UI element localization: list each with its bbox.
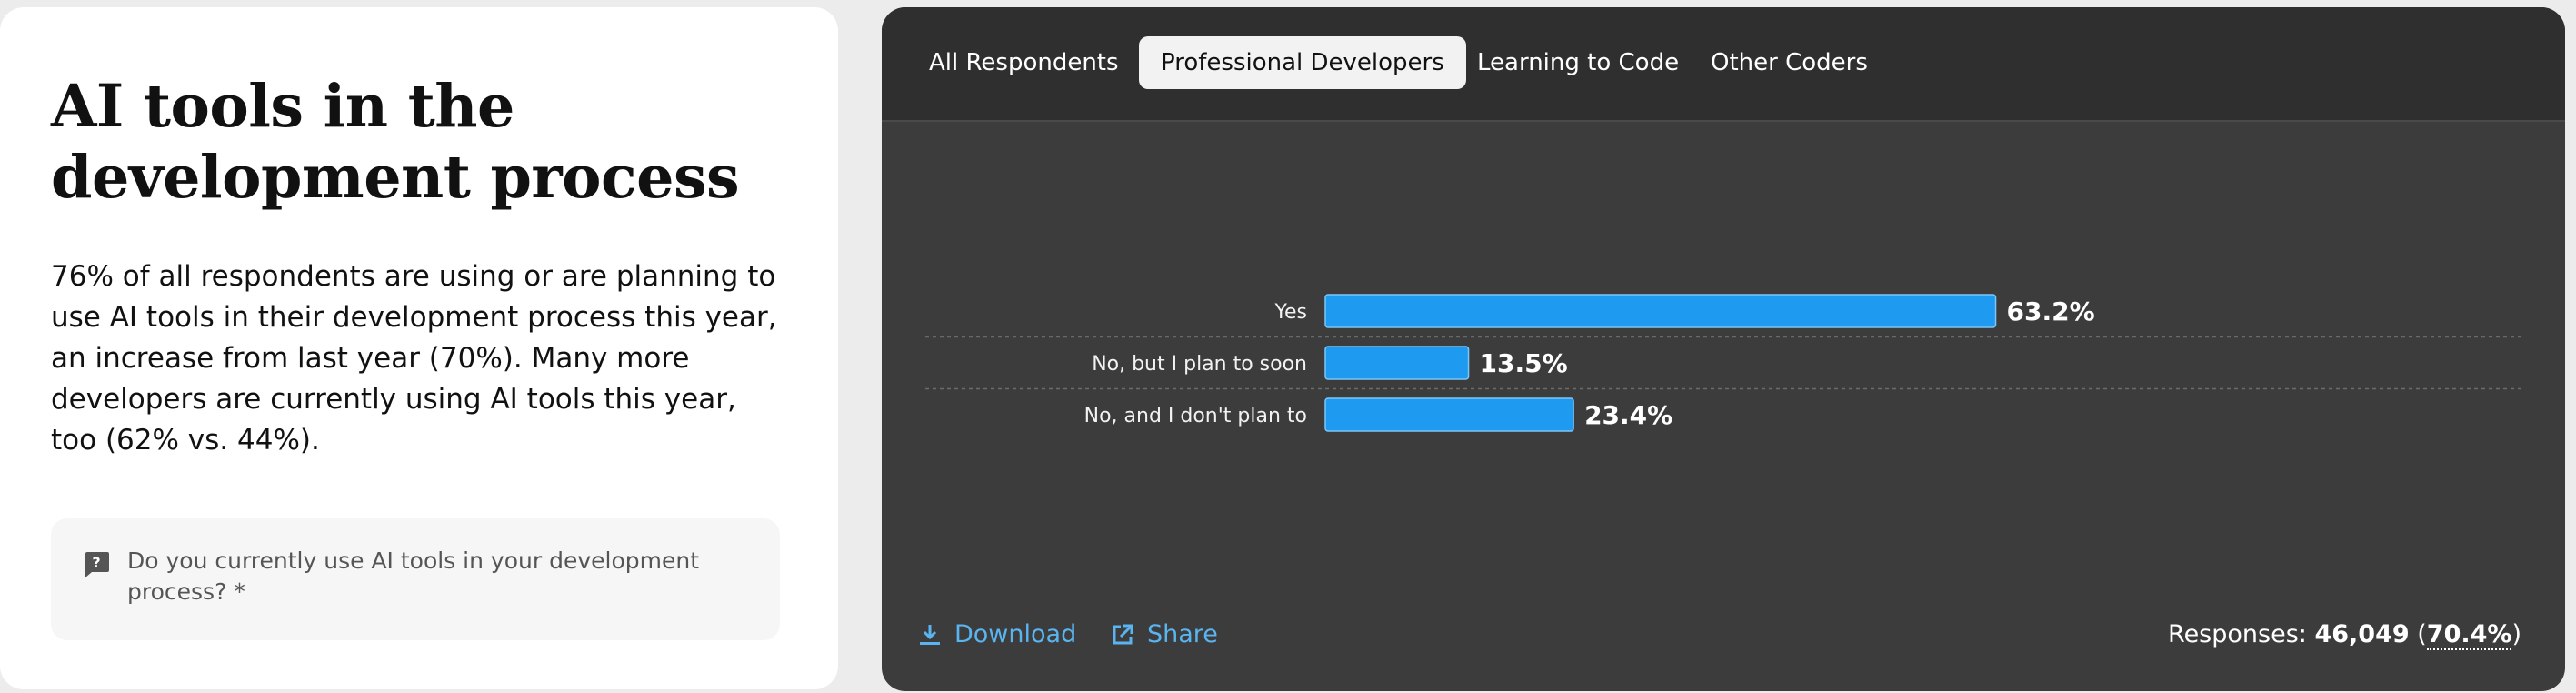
tab-bar: All Respondents Professional Developers … — [882, 7, 2565, 122]
tab-all-respondents[interactable]: All Respondents — [929, 49, 1119, 76]
category-label: No, and I don't plan to — [1084, 405, 1307, 427]
responses-summary: Responses: 46,049 (70.4%) — [2168, 620, 2521, 650]
value-label: 63.2% — [2007, 296, 2095, 326]
share-button[interactable]: Share — [1111, 618, 1218, 651]
share-icon — [1113, 624, 1133, 645]
value-label: 23.4% — [1584, 400, 1672, 430]
responses-count: 46,049 — [2314, 620, 2410, 648]
tab-professional-developers[interactable]: Professional Developers — [1139, 36, 1466, 89]
intro-card: AI tools in the development process 76% … — [0, 7, 838, 689]
share-label: Share — [1147, 620, 1218, 648]
question-mark-icon: ? — [82, 549, 111, 578]
download-label: Download — [954, 620, 1077, 648]
category-label: No, but I plan to soon — [1092, 353, 1307, 376]
chart-panel: All Respondents Professional Developers … — [882, 7, 2565, 691]
question-text: Do you currently use AI tools in your de… — [127, 547, 699, 605]
intro-description: 76% of all respondents are using or are … — [51, 260, 777, 457]
responses-percent[interactable]: 70.4% — [2426, 620, 2512, 650]
question-box: ? Do you currently use AI tools in your … — [51, 518, 780, 640]
download-icon — [920, 625, 940, 645]
tab-other-coders[interactable]: Other Coders — [1711, 49, 1868, 76]
bar-chart: Yes 63.2% No, but I plan to soon 13.5% No, a… — [925, 294, 2523, 432]
value-label: 13.5% — [1480, 348, 1568, 378]
download-button[interactable]: Download — [918, 618, 1076, 651]
bar — [1324, 397, 1574, 432]
responses-label: Responses: — [2168, 620, 2307, 648]
bar — [1324, 346, 1470, 380]
svg-text:?: ? — [92, 554, 100, 571]
page-title: AI tools in the development process — [51, 72, 740, 212]
bar — [1324, 294, 1997, 328]
tab-learning-to-code[interactable]: Learning to Code — [1477, 49, 1680, 76]
category-label: Yes — [1273, 301, 1307, 324]
